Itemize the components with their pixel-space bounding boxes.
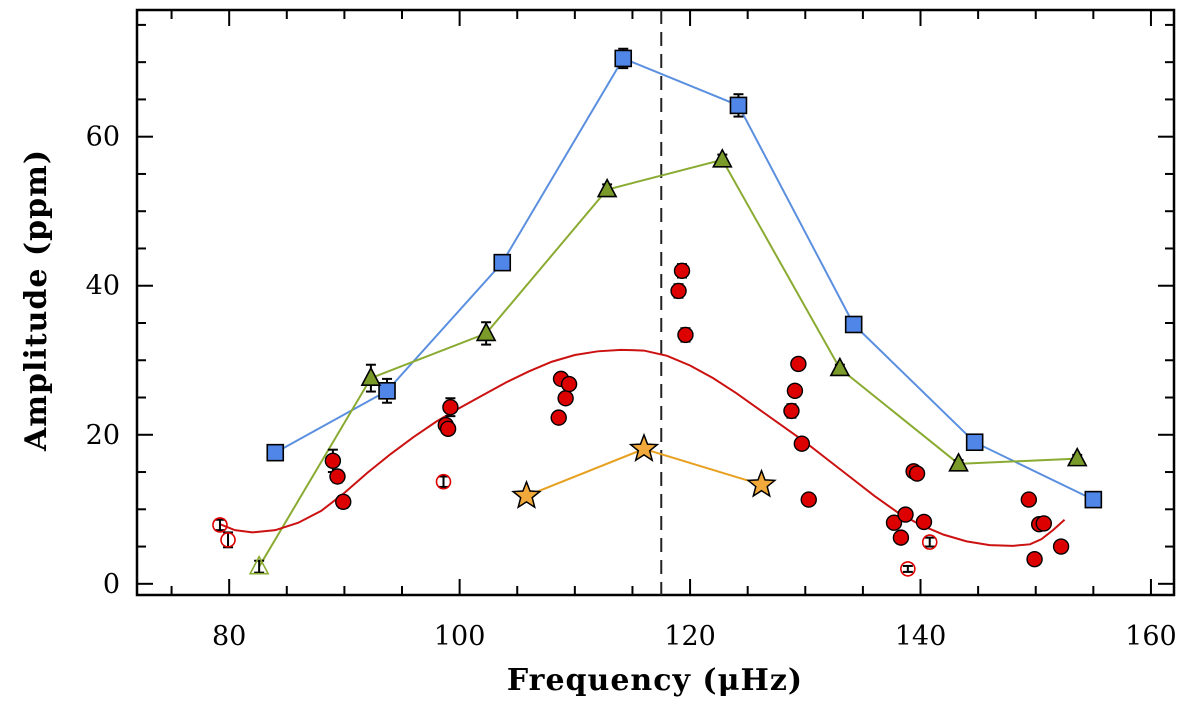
green-triangle-marker bbox=[248, 554, 270, 575]
orange-stars-line bbox=[526, 447, 762, 497]
orange-star-marker bbox=[746, 468, 777, 498]
x-tick-label: 160 bbox=[1125, 621, 1177, 652]
red-circle-marker bbox=[335, 493, 352, 511]
red-circle-marker bbox=[442, 399, 459, 416]
red-circle-marker bbox=[900, 561, 916, 577]
x-tick-label: 100 bbox=[434, 621, 486, 652]
green-triangle-marker bbox=[596, 177, 618, 198]
red-circle-marker bbox=[921, 534, 938, 550]
y-tick-label: 60 bbox=[86, 122, 120, 153]
x-tick-label: 140 bbox=[895, 621, 947, 652]
data-markers bbox=[212, 49, 1103, 577]
red-circle-marker bbox=[908, 465, 926, 482]
blue-square-marker bbox=[266, 443, 285, 462]
red-circle-marker bbox=[324, 452, 342, 470]
red-circle-marker bbox=[786, 382, 804, 400]
blue-square-marker bbox=[729, 96, 748, 115]
y-tick-label: 0 bbox=[103, 569, 120, 600]
red-circle-marker bbox=[1052, 538, 1070, 555]
red-circle-marker bbox=[673, 262, 691, 280]
red-circle-marker bbox=[800, 491, 817, 508]
green-triangle-marker bbox=[712, 148, 733, 168]
red-circle-marker bbox=[915, 513, 933, 531]
red-circle-marker bbox=[793, 435, 811, 452]
red-circle-marker bbox=[550, 409, 567, 426]
red-circle-marker bbox=[435, 473, 452, 490]
plot-frame bbox=[135, 8, 1176, 597]
red-circle-marker bbox=[1035, 515, 1052, 532]
red-circle-marker bbox=[329, 468, 346, 485]
green-triangle-marker bbox=[475, 321, 497, 342]
x-tick-label: 120 bbox=[664, 621, 716, 652]
error-bars bbox=[214, 47, 1099, 574]
red-fit-curve-group bbox=[219, 348, 1066, 547]
blue-square-marker bbox=[965, 433, 984, 452]
red-circle-marker bbox=[885, 514, 903, 531]
green-triangles-line bbox=[258, 158, 1078, 568]
blue-square-marker bbox=[378, 382, 396, 400]
green-triangle-marker bbox=[829, 356, 851, 377]
x-axis-label: Frequency (μHz) bbox=[507, 663, 803, 698]
red-circle-marker bbox=[783, 402, 800, 420]
y-tick-label: 40 bbox=[86, 271, 120, 302]
red-circle-marker bbox=[670, 282, 687, 300]
red-circle-marker bbox=[560, 375, 578, 393]
x-tick-labels: 80 100 120 140 160 bbox=[212, 621, 1177, 652]
red-circle-marker bbox=[790, 355, 807, 373]
red-circle-marker bbox=[1026, 551, 1043, 568]
blue-square-marker bbox=[614, 49, 633, 68]
red-circle-marker bbox=[220, 532, 236, 548]
green-triangle-marker bbox=[948, 452, 969, 472]
red-fit-curve bbox=[219, 348, 1066, 547]
red-circle-marker bbox=[212, 517, 228, 533]
orange-star-marker bbox=[511, 479, 542, 509]
green-triangle-marker bbox=[1066, 446, 1088, 467]
blue-square-marker bbox=[1084, 490, 1103, 509]
x-tick-label: 80 bbox=[212, 621, 246, 652]
y-tick-labels: 0 20 40 60 bbox=[86, 122, 120, 600]
blue-square-marker bbox=[844, 315, 863, 334]
y-tick-label: 20 bbox=[86, 420, 120, 451]
series-lines bbox=[258, 57, 1094, 568]
y-axis-label: Amplitude (ppm) bbox=[19, 149, 54, 452]
red-circle-marker bbox=[439, 420, 457, 438]
red-circle-marker bbox=[897, 506, 914, 523]
blue-square-marker bbox=[493, 253, 512, 272]
red-circle-marker bbox=[1020, 491, 1038, 508]
orange-star-marker bbox=[628, 432, 660, 463]
red-circle-marker bbox=[892, 529, 910, 546]
red-circle-marker bbox=[677, 326, 694, 344]
blue-squares-line bbox=[274, 57, 1094, 501]
axis-ticks bbox=[137, 10, 1174, 595]
green-triangle-marker bbox=[360, 366, 382, 386]
red-circle-marker bbox=[557, 390, 574, 407]
